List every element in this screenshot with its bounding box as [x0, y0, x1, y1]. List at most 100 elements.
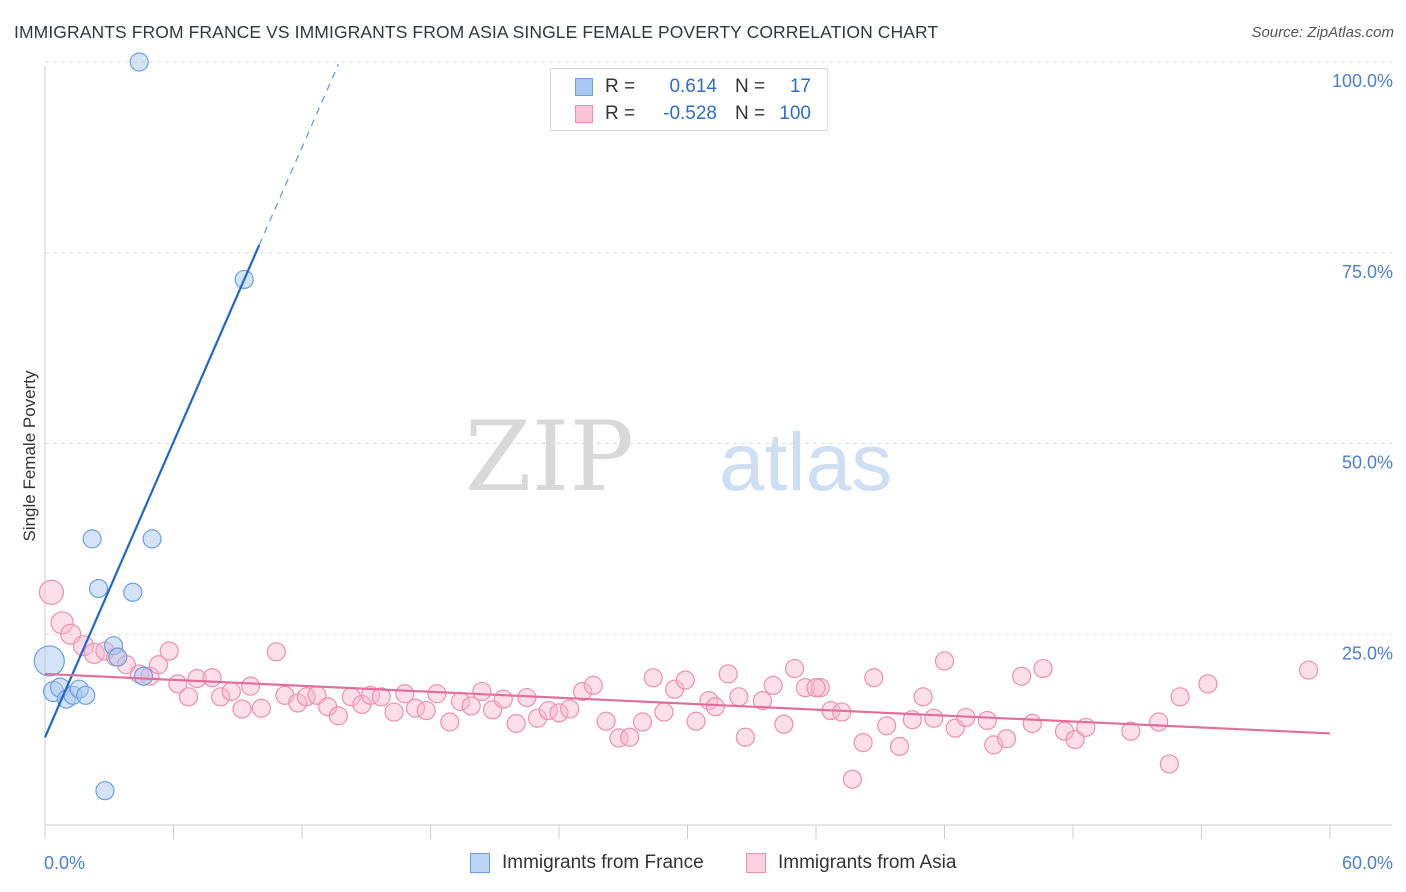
asia-point [187, 668, 207, 689]
watermark-atlas: atlas [719, 417, 892, 508]
y-tick-labels: 25.0% 50.0% 75.0% 100.0% [1332, 71, 1393, 663]
grid-lines [45, 61, 1392, 635]
asia-point [416, 700, 436, 721]
legend-n-value: 100 [779, 103, 811, 124]
axes [44, 66, 1392, 839]
asia-point [266, 642, 286, 662]
asia-point [251, 698, 271, 718]
asia-point [572, 681, 593, 702]
legend-r-value: -0.528 [663, 103, 717, 124]
asia-point [328, 706, 349, 726]
asia-point [159, 641, 179, 661]
asia-series [38, 579, 1319, 789]
watermark-zip: ZIP [465, 401, 634, 513]
chart-title: IMMIGRANTS FROM FRANCE VS IMMIGRANTS FRO… [14, 22, 939, 42]
asia-point [596, 711, 616, 731]
asia-point [221, 681, 241, 702]
asia-point [729, 687, 749, 707]
legend-n-value: 17 [789, 76, 811, 97]
asia-point [763, 675, 783, 695]
asia-point [705, 697, 725, 717]
asia-point [774, 714, 794, 734]
asia-point [493, 689, 513, 709]
source-label: Source: ZipAtlas.com [1251, 24, 1394, 41]
asia-point [1298, 660, 1319, 680]
asia-point [924, 708, 944, 728]
france-legend-label: Immigrants from France [502, 852, 704, 873]
asia-point [853, 732, 873, 753]
asia-point [50, 611, 74, 635]
x-tick-label-max: 60.0% [1342, 853, 1393, 873]
asia-point [752, 691, 773, 711]
asia-point [934, 651, 955, 671]
asia-point [1149, 712, 1169, 732]
asia-point [810, 678, 830, 698]
asia-point [583, 675, 603, 695]
watermark: ZIP atlas [465, 401, 892, 513]
asia-point [1170, 687, 1190, 707]
asia-point [549, 703, 569, 723]
asia-point [211, 687, 231, 707]
asia-point [643, 668, 663, 688]
asia-point [395, 684, 415, 704]
france-point [76, 685, 96, 705]
asia-point [842, 769, 863, 789]
asia-point [806, 678, 826, 698]
asia-point [877, 716, 897, 736]
series-legend: Immigrants from France Immigrants from A… [0, 852, 1406, 878]
asia-point [620, 727, 640, 747]
asia-point [718, 664, 738, 684]
asia-point [997, 729, 1017, 749]
france-point [108, 647, 128, 667]
asia-point [461, 696, 481, 716]
asia-point [506, 713, 526, 734]
asia-point [1121, 721, 1141, 741]
asia-point [632, 712, 653, 732]
france-legend-swatch [470, 853, 490, 873]
asia-point [1198, 674, 1218, 694]
asia-point [232, 699, 252, 719]
correlation-legend: R = 0.614 N = 17 R = -0.528 N = 100 [550, 68, 828, 131]
asia-point [784, 658, 805, 679]
legend-r-label: R = [605, 76, 636, 97]
asia-point [38, 579, 65, 605]
legend-r-value: 0.614 [669, 76, 717, 97]
asia-point [1033, 658, 1053, 679]
legend-r-label: R = [605, 103, 636, 124]
y-tick-label: 25.0% [1342, 643, 1393, 663]
france-point [133, 666, 154, 686]
asia-point [913, 687, 933, 707]
legend-item-asia[interactable]: Immigrants from Asia [746, 852, 956, 874]
trend-lines [43, 64, 1331, 738]
asia-point [178, 687, 199, 707]
asia-point [889, 736, 910, 757]
asia-point [202, 668, 222, 688]
asia-point [527, 708, 548, 728]
asia-legend-swatch [746, 853, 766, 873]
france-point [123, 582, 143, 602]
asia-point [427, 684, 447, 704]
asia-point [1022, 713, 1042, 734]
asia-point [735, 727, 755, 747]
legend-n-label: N = [735, 76, 766, 97]
asia-point [654, 702, 674, 722]
y-tick-label: 50.0% [1342, 453, 1393, 473]
legend-item-france[interactable]: Immigrants from France [470, 852, 704, 874]
y-tick-label: 100.0% [1332, 71, 1393, 91]
france-point [33, 645, 65, 677]
y-axis-label: Single Female Poverty [20, 370, 39, 542]
asia-point [241, 676, 261, 696]
x-tick-label-min: 0.0% [44, 853, 85, 873]
legend-row-asia: R = -0.528 N = 100 [575, 101, 811, 127]
france-trend-extension [258, 64, 339, 246]
france-point [88, 578, 109, 599]
asia-point [795, 678, 815, 698]
france-point [82, 529, 102, 549]
france-point [142, 529, 162, 549]
y-tick-label: 75.0% [1342, 262, 1393, 282]
france-trend-line [43, 244, 261, 738]
asia-point [472, 681, 492, 702]
asia-point [1159, 754, 1179, 774]
asia-point [609, 728, 629, 748]
